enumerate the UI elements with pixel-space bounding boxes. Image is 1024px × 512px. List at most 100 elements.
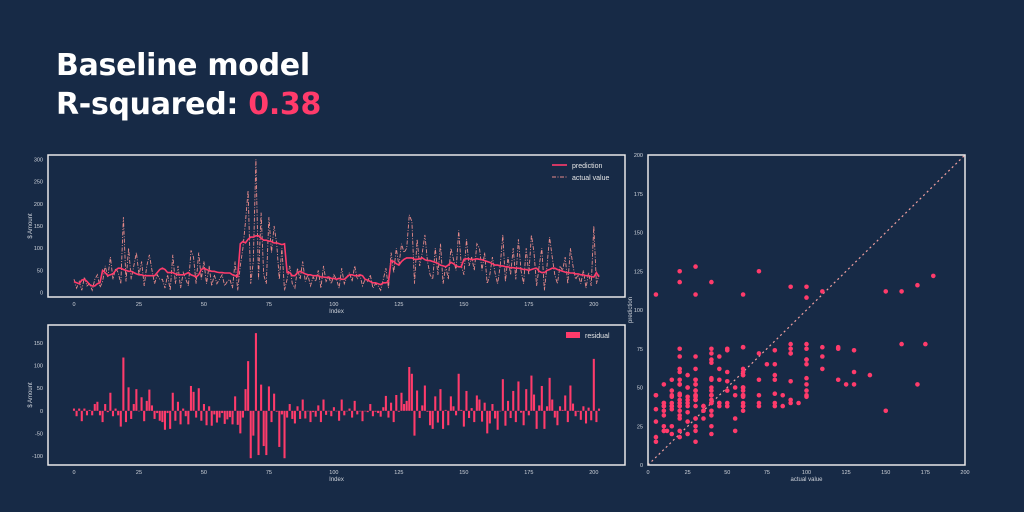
scatter-point [740,385,746,390]
residual-bar [197,388,200,411]
residual-bar [293,410,296,424]
scatter-point [653,292,659,297]
scatter-point [685,400,690,406]
residual-bar [592,358,595,411]
scatter-point [931,273,936,279]
residual-bar [348,408,351,411]
scatter-point [677,279,682,285]
scatter-point [685,431,690,437]
scatter-point [653,392,659,398]
residual-bar [436,410,439,423]
y-tick-label: 200 [34,202,43,208]
residual-bar [494,410,497,419]
scatter-point [915,282,920,288]
residual-bar [119,410,122,427]
title-line-2: R-squared: 0.38 [56,85,321,124]
residual-bar [210,410,213,426]
scatter-point [772,377,778,383]
scatter-point [804,295,809,300]
r2-label: R-squared: [56,87,239,122]
residual-bar [273,393,276,411]
residual-bar [301,399,304,411]
scatter-point [677,346,682,352]
residual-bar [540,385,543,411]
residual-bar [234,396,237,411]
scatter-point [772,361,778,367]
residual-bar [522,410,525,426]
residual-bar [561,409,564,411]
residual-bar [374,410,377,412]
scatter-point [804,341,809,347]
scatter-point [709,431,714,437]
scatter-point [709,377,714,383]
scatter-point [653,434,659,440]
scatter-point [915,382,920,387]
residual-bar [481,410,484,422]
scatter-point [677,382,682,387]
x-tick-label: 25 [136,470,142,476]
residual-bar [85,410,89,416]
residual-bar [304,410,307,419]
x-axis-label: actual value [790,477,823,483]
scatter-point [693,366,698,372]
residual-bar [340,399,343,411]
y-tick-label: 175 [634,192,643,198]
residual-bar [364,410,367,412]
scatter-point [685,419,690,424]
x-tick-label: 150 [459,302,468,308]
scatter-point [709,346,714,352]
residual-bar [223,410,226,424]
residual-bar [127,387,130,411]
x-tick-label: 175 [524,470,533,476]
residual-bar [218,410,221,418]
scatter-point [693,388,698,393]
scatter-point [677,354,682,359]
scatter-point [677,377,682,383]
residual-bar [309,410,312,423]
line-chart: 0 25 50 75 100 125 150 175 200 0 50 100 150 200 250 300… [28,154,626,315]
residual-bar [91,410,94,416]
scatter-point [804,375,809,381]
x-tick-label: 125 [842,470,851,476]
scatter-point [709,357,714,362]
plot-frame [47,154,626,298]
scatter-point [701,416,706,421]
scatter-point [661,382,667,387]
residual-bar [587,407,590,411]
y-tick-label: -50 [35,431,43,437]
residual-bar [195,410,198,418]
scatter-point [724,369,730,375]
scatter-point [796,400,801,406]
residual-bar [543,410,546,429]
x-tick-label: 100 [329,470,338,476]
scatter-point [788,351,793,356]
scatter-point [788,379,793,384]
title-line-1: Baseline model [56,48,310,83]
x-axis-label: Index [329,477,344,483]
residual-bar [504,410,507,426]
residual-bar [551,399,554,411]
scatter-point [820,366,825,372]
residual-bar [579,410,582,420]
residual-bar [535,410,538,429]
residual-bar [169,410,172,429]
residual-bar [176,401,179,411]
residual-bar [429,410,432,426]
scatter-point [693,292,698,297]
residual-bar [317,405,320,411]
residual-bar [392,410,395,423]
scatter-point [724,379,730,384]
residual-bar [262,410,265,447]
residual-bar [314,410,317,417]
residual-bar [431,410,434,429]
scatter-point [693,428,698,434]
y-tick-label: 100 [34,246,43,252]
scatter-point [693,416,698,421]
residual-bar [434,396,437,411]
residual-bar [574,410,577,417]
plot-frame [647,154,966,466]
residual-bar [371,410,374,417]
x-tick-label: 0 [72,302,75,308]
residual-bar [345,410,348,412]
residual-bar [231,410,234,425]
